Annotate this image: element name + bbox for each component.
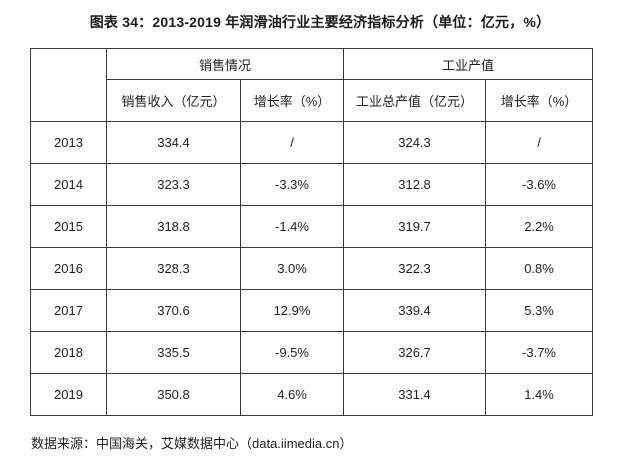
sales-growth-cell: -3.3% bbox=[239, 163, 345, 206]
column-header-industrial-total-output: 工业总产值（亿元） bbox=[343, 79, 487, 122]
column-header-output-growth: 增长率（%） bbox=[485, 79, 594, 122]
table-row-2017: 2017 370.6 12.9% 339.4 5.3% bbox=[30, 289, 594, 332]
industrial-output-cell: 312.8 bbox=[343, 163, 487, 206]
sales-growth-cell: 3.0% bbox=[239, 247, 345, 290]
sales-revenue-cell: 318.8 bbox=[106, 205, 241, 248]
table-row-2014: 2014 323.3 -3.3% 312.8 -3.6% bbox=[30, 163, 594, 206]
year-cell: 2013 bbox=[30, 121, 107, 164]
industrial-output-cell: 326.7 bbox=[343, 331, 487, 374]
data-source-caption: 数据来源：中国海关，艾媒数据中心（data.iimedia.cn） bbox=[31, 436, 353, 451]
group-header-sales: 销售情况 bbox=[105, 48, 345, 80]
table-row-2018: 2018 335.5 -9.5% 326.7 -3.7% bbox=[30, 331, 594, 374]
column-header-sales-growth: 增长率（%） bbox=[239, 79, 345, 122]
year-cell: 2018 bbox=[30, 331, 107, 374]
sales-revenue-cell: 350.8 bbox=[106, 373, 241, 416]
industrial-output-cell: 319.7 bbox=[343, 205, 487, 248]
output-growth-cell: -3.6% bbox=[485, 163, 594, 206]
column-header-row: 销售收入（亿元） 增长率（%） 工业总产值（亿元） 增长率（%） bbox=[31, 79, 594, 122]
column-header-sales-revenue: 销售收入（亿元） bbox=[106, 79, 241, 122]
industrial-output-cell: 324.3 bbox=[343, 121, 487, 164]
sales-revenue-cell: 323.3 bbox=[106, 163, 241, 206]
table-row-2013: 2013 334.4 / 324.3 / bbox=[30, 121, 594, 164]
industrial-output-cell: 331.4 bbox=[343, 373, 487, 416]
year-cell: 2019 bbox=[30, 373, 107, 416]
industrial-output-cell: 339.4 bbox=[343, 289, 487, 332]
group-header-industrial-output: 工业产值 bbox=[343, 48, 594, 80]
sales-growth-cell: / bbox=[239, 121, 345, 164]
table-row-2019: 2019 350.8 4.6% 331.4 1.4% bbox=[30, 373, 594, 416]
indicators-table: 销售情况 工业产值 销售收入（亿元） 增长率（%） 工业总产值（亿元） 增长率（… bbox=[30, 48, 594, 416]
table-row-2016: 2016 328.3 3.0% 322.3 0.8% bbox=[30, 247, 594, 290]
sales-revenue-cell: 334.4 bbox=[106, 121, 241, 164]
industrial-output-cell: 322.3 bbox=[343, 247, 487, 290]
sales-growth-cell: 12.9% bbox=[239, 289, 345, 332]
year-cell: 2017 bbox=[30, 289, 107, 332]
figure-title: 图表 34：2013-2019 年润滑油行业主要经济指标分析（单位：亿元，%） bbox=[89, 14, 551, 30]
sales-revenue-cell: 335.5 bbox=[106, 331, 241, 374]
output-growth-cell: 1.4% bbox=[485, 373, 594, 416]
year-cell: 2016 bbox=[30, 247, 107, 290]
sales-growth-cell: 4.6% bbox=[239, 373, 345, 416]
sales-revenue-cell: 328.3 bbox=[106, 247, 241, 290]
output-growth-cell: 2.2% bbox=[485, 205, 594, 248]
sales-revenue-cell: 370.6 bbox=[106, 289, 241, 332]
year-cell: 2015 bbox=[30, 205, 107, 248]
output-growth-cell: 0.8% bbox=[485, 247, 594, 290]
table-row-2015: 2015 318.8 -1.4% 319.7 2.2% bbox=[30, 205, 594, 248]
year-cell: 2014 bbox=[30, 163, 107, 206]
sales-growth-cell: -9.5% bbox=[239, 331, 345, 374]
output-growth-cell: / bbox=[485, 121, 594, 164]
group-header-row: 销售情况 工业产值 bbox=[30, 48, 594, 122]
output-growth-cell: -3.7% bbox=[485, 331, 594, 374]
sales-growth-cell: -1.4% bbox=[239, 205, 345, 248]
year-column-header-empty bbox=[30, 48, 107, 122]
output-growth-cell: 5.3% bbox=[485, 289, 594, 332]
